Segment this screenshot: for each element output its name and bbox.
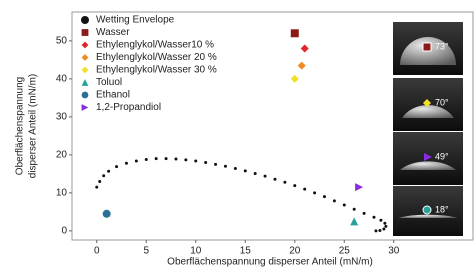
data-point <box>107 170 110 173</box>
data-point <box>293 184 296 187</box>
data-point <box>382 227 385 230</box>
legend-marker <box>82 29 89 36</box>
legend-marker <box>82 92 89 99</box>
data-point <box>333 199 336 202</box>
legend-marker <box>81 16 89 24</box>
legend-label: Ethylenglykol/Wasser 30 % <box>96 65 217 76</box>
data-point <box>273 178 276 181</box>
x-tick-label: 5 <box>143 246 149 257</box>
inset-marker <box>423 43 431 51</box>
data-point <box>204 161 207 164</box>
data-point <box>103 210 111 218</box>
data-point <box>174 158 177 161</box>
data-point <box>244 169 247 172</box>
y-tick-label: 50 <box>56 36 68 47</box>
data-point <box>378 229 381 232</box>
legend-label: Wasser <box>96 27 130 38</box>
x-tick-label: 25 <box>339 246 351 257</box>
y-tick-label: 10 <box>56 188 68 199</box>
data-point <box>234 167 237 170</box>
data-point <box>313 191 316 194</box>
data-point <box>384 225 387 228</box>
y-tick-label: 40 <box>56 74 68 85</box>
inset-label: 18° <box>435 204 449 214</box>
data-point <box>184 158 187 161</box>
inset-marker <box>423 206 431 214</box>
data-point <box>135 159 138 162</box>
data-point <box>254 172 257 175</box>
data-point <box>323 195 326 198</box>
y-tick-label: 0 <box>61 226 67 237</box>
page: 0 5 10 15 20 25 30 0 10 20 30 40 50 Wetting EnvelopeW… <box>0 0 474 269</box>
data-point <box>372 216 375 219</box>
insets: 73° 70° 49° 18° <box>393 22 463 236</box>
legend-label: Wetting Envelope <box>96 15 175 26</box>
data-point <box>363 212 366 215</box>
y-tick-label: 20 <box>56 150 68 161</box>
x-axis-label: Oberflächenspannung disperser Anteil (mN… <box>167 257 373 268</box>
data-point <box>125 162 128 165</box>
data-point <box>155 157 158 160</box>
inset-label: 49° <box>435 151 449 161</box>
data-point <box>98 180 101 183</box>
data-point <box>145 158 148 161</box>
inset-label: 73° <box>435 41 449 51</box>
data-point <box>303 188 306 191</box>
legend-label: Ethylenglykol/Wasser 20 % <box>96 52 217 63</box>
data-point <box>343 204 346 207</box>
y-axis-label: Oberflächenspannung <box>15 77 26 175</box>
data-point <box>353 208 356 211</box>
x-tick-label: 30 <box>388 246 400 257</box>
data-point <box>165 157 168 160</box>
data-point <box>224 165 227 168</box>
data-point <box>264 175 267 178</box>
data-point <box>194 159 197 162</box>
inset-label: 70° <box>435 97 449 107</box>
legend-label: Ethanol <box>96 90 130 101</box>
data-point <box>383 222 386 225</box>
data-point <box>283 181 286 184</box>
chart: 0 5 10 15 20 25 30 0 10 20 30 40 50 Wetting EnvelopeW… <box>0 0 474 269</box>
legend-label: Toluol <box>96 77 122 88</box>
data-point <box>374 229 377 232</box>
x-tick-label: 10 <box>190 246 202 257</box>
x-tick-label: 15 <box>240 246 252 257</box>
x-tick-label: 20 <box>289 246 301 257</box>
x-tick-label: 0 <box>94 246 100 257</box>
legend-label: 1,2-Propandiol <box>96 102 161 113</box>
data-point <box>214 163 217 166</box>
data-point <box>102 174 105 177</box>
y-tick-label: 30 <box>56 112 68 123</box>
y-axis-label: disperser Anteil (mN/m) <box>28 74 39 178</box>
data-point <box>291 29 299 37</box>
data-point <box>95 186 98 189</box>
data-point <box>379 219 382 222</box>
data-point <box>115 165 118 168</box>
legend-label: Ethylenglykol/Wasser10 % <box>96 40 214 51</box>
